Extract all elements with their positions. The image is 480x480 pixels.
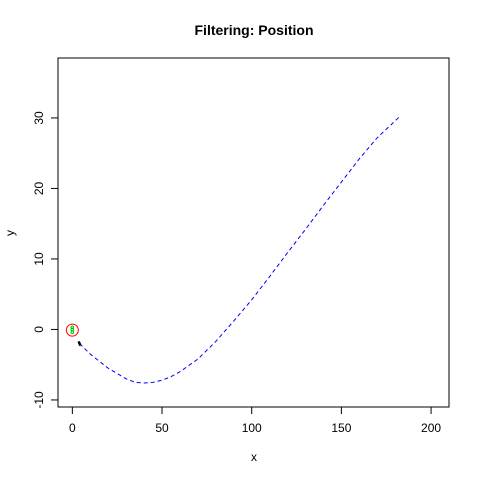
series-point <box>70 330 75 335</box>
y-tick-label: 20 <box>32 181 46 195</box>
series-line-solid <box>77 340 82 347</box>
x-axis: 0 50 100 150 200 <box>69 406 441 435</box>
plot-frame <box>57 57 450 408</box>
y-axis: -10 0 10 20 30 <box>32 111 59 409</box>
x-tick-label: 100 <box>242 421 262 435</box>
y-tick-label: 30 <box>32 111 46 125</box>
series-line-dashed <box>79 115 401 384</box>
series-point-circle <box>65 323 79 337</box>
x-tick-label: 150 <box>331 421 351 435</box>
x-axis-label: x <box>251 450 257 464</box>
series-point <box>70 327 75 332</box>
x-tick-label: 0 <box>69 421 76 435</box>
x-tick-label: 50 <box>155 421 169 435</box>
chart-title: Filtering: Position <box>195 22 314 38</box>
y-tick-label: 0 <box>32 326 46 333</box>
y-axis-label: y <box>3 230 17 236</box>
y-tick-label: 10 <box>32 252 46 266</box>
x-tick-label: 200 <box>421 421 441 435</box>
y-tick-label: -10 <box>32 391 46 409</box>
series-layer <box>65 115 401 384</box>
